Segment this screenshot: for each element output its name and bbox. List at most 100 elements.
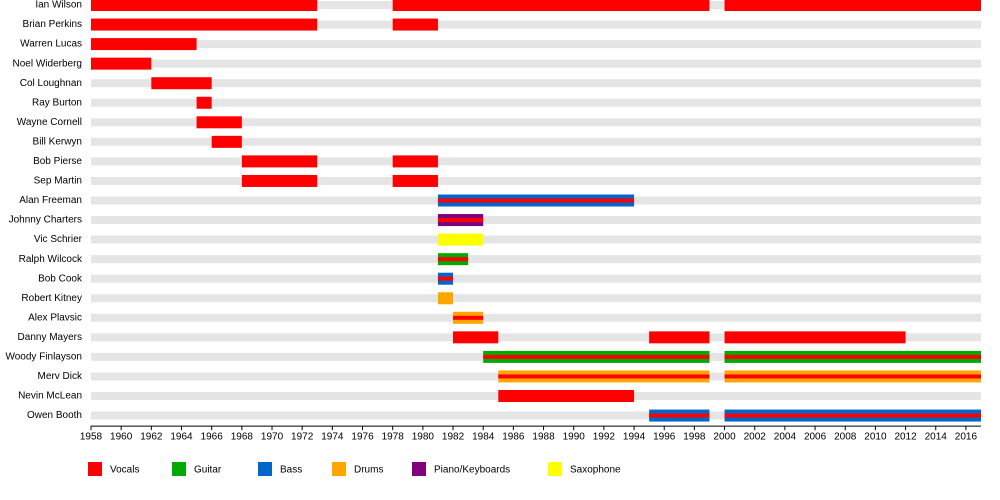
- member-name: Merv Dick: [38, 371, 83, 382]
- member-name: Vic Schrier: [34, 234, 83, 245]
- x-tick-label: 1972: [291, 432, 314, 443]
- member-name: Wayne Cornell: [17, 117, 82, 128]
- x-tick-label: 1986: [502, 432, 525, 443]
- member-name: Alan Freeman: [19, 195, 82, 206]
- membership-bar: [91, 38, 197, 51]
- member-name: Bill Kerwyn: [33, 136, 82, 147]
- membership-stripe: [437, 198, 635, 203]
- member-name: Warren Lucas: [20, 39, 82, 50]
- membership-stripe: [437, 276, 454, 281]
- member-name: Robert Kitney: [21, 293, 82, 304]
- membership-bar: [196, 116, 242, 129]
- membership-bar: [392, 174, 438, 187]
- row-band: [91, 118, 981, 127]
- membership-bar: [151, 77, 212, 90]
- membership-stripe: [483, 354, 710, 359]
- membership-bar: [392, 18, 438, 31]
- membership-stripe: [453, 315, 484, 320]
- member-name: Woody Finlayson: [5, 352, 82, 363]
- row-band: [91, 333, 981, 342]
- membership-bar: [437, 233, 484, 246]
- member-name: Sep Martin: [34, 176, 82, 187]
- member-name: Bob Cook: [38, 273, 83, 284]
- x-tick-label: 2002: [744, 432, 767, 443]
- member-name: Ian Wilson: [35, 0, 82, 11]
- x-tick-label: 1980: [412, 432, 435, 443]
- member-name: Col Loughnan: [20, 78, 82, 89]
- membership-bar: [91, 57, 152, 70]
- x-tick-label: 2010: [864, 432, 887, 443]
- x-tick-label: 1976: [351, 432, 374, 443]
- row-band: [91, 20, 981, 29]
- membership-bar: [453, 331, 499, 344]
- row-band: [91, 40, 981, 49]
- member-name: Noel Widerberg: [13, 58, 82, 69]
- membership-bar: [437, 292, 454, 305]
- x-tick-label: 2000: [713, 432, 736, 443]
- x-tick-label: 1974: [321, 432, 344, 443]
- x-tick-label: 2012: [894, 432, 917, 443]
- x-tick-label: 1994: [623, 432, 646, 443]
- member-name: Nevin McLean: [18, 391, 82, 402]
- row-band: [91, 157, 981, 166]
- membership-stripe: [498, 374, 710, 379]
- row-band: [91, 411, 981, 420]
- membership-bar: [392, 155, 438, 168]
- row-band: [91, 176, 981, 185]
- membership-bar: [196, 96, 212, 109]
- membership-stripe: [437, 257, 469, 262]
- row-band: [91, 255, 981, 264]
- x-tick-label: 1964: [170, 432, 193, 443]
- legend-label: Bass: [280, 465, 302, 476]
- x-tick-label: 1982: [442, 432, 465, 443]
- member-name: Owen Booth: [27, 410, 82, 421]
- membership-stripe: [724, 354, 981, 359]
- x-tick-label: 2006: [804, 432, 827, 443]
- legend-swatch: [412, 462, 426, 476]
- member-name: Brian Perkins: [23, 19, 82, 30]
- row-band: [91, 137, 981, 146]
- row-band: [91, 313, 981, 322]
- x-tick-label: 1960: [110, 432, 133, 443]
- membership-bar: [91, 0, 318, 11]
- legend-label: Guitar: [194, 465, 222, 476]
- membership-bar: [392, 0, 710, 11]
- row-band: [91, 98, 981, 107]
- membership-stripe: [724, 413, 981, 418]
- membership-bar: [724, 331, 906, 344]
- member-name: Johnny Charters: [9, 215, 82, 226]
- member-name: Ralph Wilcock: [19, 254, 83, 265]
- row-band: [91, 294, 981, 303]
- member-name: Bob Pierse: [33, 156, 82, 167]
- x-tick-label: 1998: [683, 432, 706, 443]
- row-band: [91, 235, 981, 244]
- membership-stripe: [649, 413, 710, 418]
- x-tick-label: 1970: [261, 432, 284, 443]
- membership-stripe: [724, 374, 981, 379]
- row-band: [91, 59, 981, 68]
- membership-stripe: [437, 218, 484, 223]
- membership-bar: [91, 18, 318, 31]
- member-name: Alex Plavsic: [28, 312, 82, 323]
- membership-bar: [241, 155, 318, 168]
- x-tick-label: 1984: [472, 432, 495, 443]
- legend-swatch: [172, 462, 186, 476]
- legend-swatch: [88, 462, 102, 476]
- row-band: [91, 216, 981, 225]
- legend-swatch: [258, 462, 272, 476]
- membership-bar: [724, 0, 981, 11]
- x-tick-label: 1962: [140, 432, 163, 443]
- legend-label: Drums: [354, 465, 383, 476]
- x-tick-label: 1958: [80, 432, 103, 443]
- x-tick-label: 1978: [382, 432, 405, 443]
- member-name: Danny Mayers: [18, 332, 82, 343]
- legend-label: Vocals: [110, 465, 139, 476]
- x-tick-label: 1992: [593, 432, 616, 443]
- x-tick-label: 1988: [532, 432, 555, 443]
- legend-label: Piano/Keyboards: [434, 465, 510, 476]
- x-tick-label: 1968: [231, 432, 254, 443]
- x-tick-label: 1996: [653, 432, 676, 443]
- legend-swatch: [548, 462, 562, 476]
- member-name: Ray Burton: [32, 97, 82, 108]
